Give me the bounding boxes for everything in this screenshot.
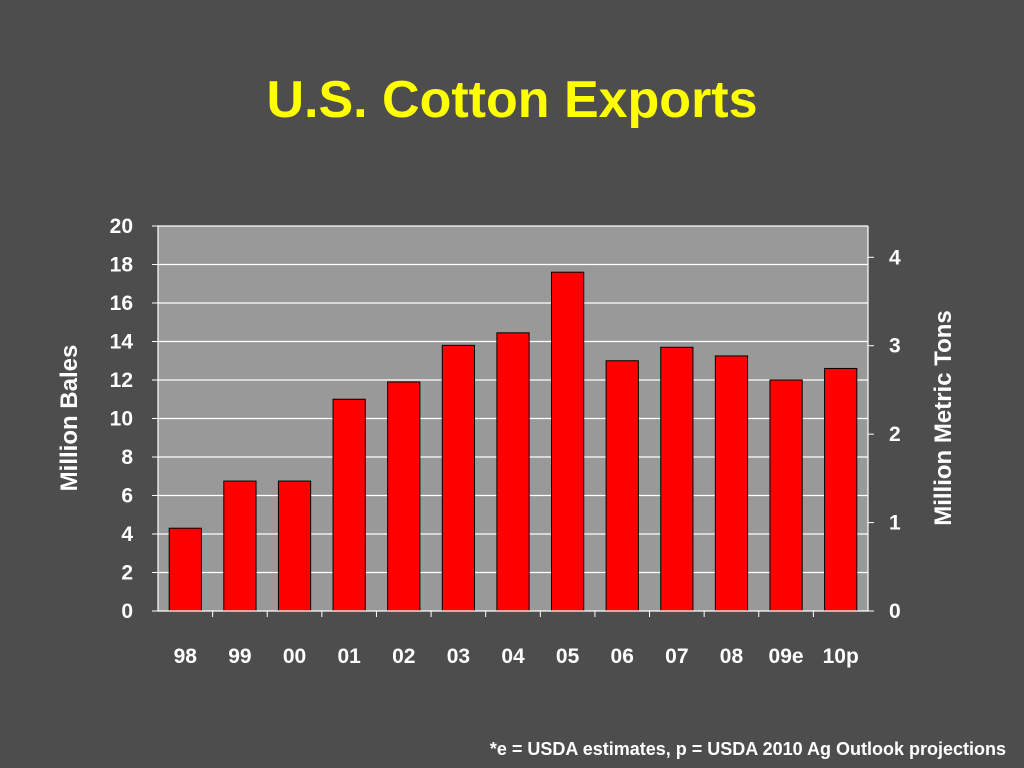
y-tick-label: 4 [121, 523, 133, 546]
bar [496, 332, 530, 612]
x-tick-label: 04 [501, 645, 525, 668]
y2-tick-label: 3 [889, 335, 901, 358]
y-axis-ticks: 0 2 4 6 8 10 12 14 16 18 20 [110, 215, 158, 623]
y-tick-label: 6 [121, 485, 133, 508]
y-tick-label: 12 [110, 369, 133, 392]
y-tick-label: 20 [110, 215, 133, 238]
x-tick-label: 05 [556, 645, 580, 668]
x-axis-ticks: 98 99 00 01 02 03 04 05 06 07 08 09e 10p [174, 611, 859, 668]
y2-axis-label: Million Metric Tons [930, 310, 957, 526]
chart-title: U.S. Cotton Exports [266, 71, 758, 129]
y-axis-label: Million Bales [56, 345, 83, 492]
y-tick-label: 18 [110, 254, 134, 277]
y2-tick-label: 2 [889, 423, 901, 446]
y2-axis-ticks: 0 1 2 3 4 [868, 246, 901, 623]
bar [168, 527, 202, 612]
y-tick-label: 0 [121, 600, 133, 623]
x-tick-label: 00 [283, 645, 306, 668]
y-tick-label: 2 [121, 562, 133, 585]
bar [332, 398, 366, 612]
x-tick-label: 06 [611, 645, 634, 668]
footnote: *e = USDA estimates, p = USDA 2010 Ag Ou… [489, 739, 1006, 759]
bar [714, 355, 749, 612]
bar [660, 346, 694, 612]
x-tick-label: 98 [174, 645, 198, 668]
y-tick-label: 14 [110, 331, 134, 354]
bar [441, 344, 475, 612]
x-tick-label: 08 [720, 645, 744, 668]
y2-tick-label: 4 [889, 246, 901, 269]
x-tick-label: 02 [392, 645, 415, 668]
bar [605, 360, 639, 612]
bar [551, 271, 585, 612]
bar [277, 480, 312, 612]
y-tick-label: 10 [110, 408, 133, 431]
bar [769, 379, 803, 612]
bar [223, 480, 257, 612]
y2-tick-label: 0 [889, 600, 901, 623]
bar [824, 367, 858, 612]
x-tick-label: 07 [665, 645, 688, 668]
y2-tick-label: 1 [889, 512, 901, 535]
bars [168, 271, 858, 612]
x-tick-label: 10p [823, 645, 859, 668]
bar [387, 381, 421, 612]
x-tick-label: 03 [447, 645, 470, 668]
x-tick-label: 09e [769, 645, 804, 668]
x-tick-label: 99 [228, 645, 251, 668]
x-tick-label: 01 [337, 645, 361, 668]
y-tick-label: 8 [121, 446, 133, 469]
y-tick-label: 16 [110, 292, 133, 315]
